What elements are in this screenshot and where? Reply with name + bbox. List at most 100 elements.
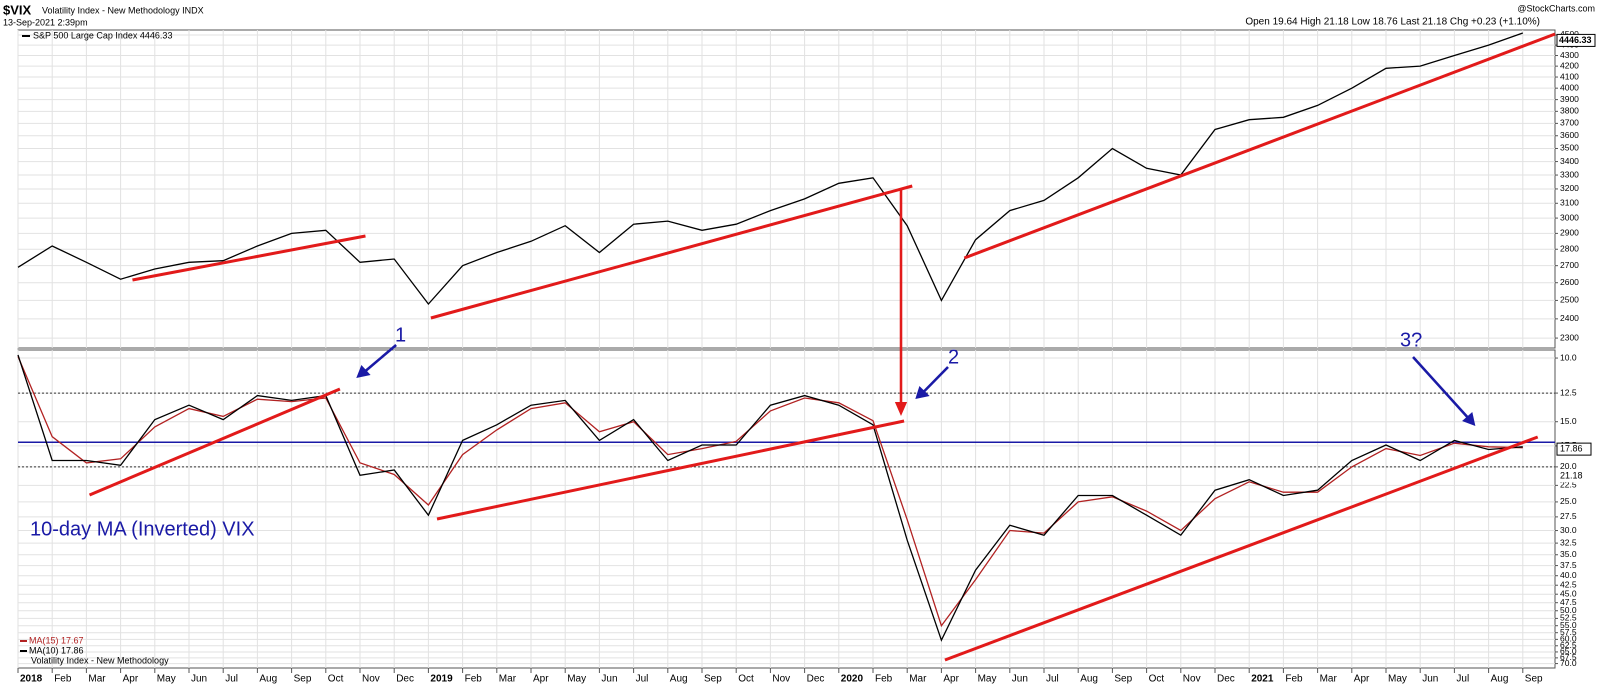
- y-tick-label: 47.5: [1560, 597, 1577, 607]
- x-tick-label: May: [567, 674, 586, 685]
- y-tick-label: 40.0: [1560, 570, 1577, 580]
- x-tick-label: Feb: [875, 674, 893, 685]
- arrow-head: [1462, 412, 1476, 426]
- y-tick-label: 25.0: [1560, 496, 1577, 506]
- trend-line: [944, 435, 1539, 662]
- y-tick-label: 3100: [1560, 198, 1579, 208]
- y-tick-label: 27.5: [1560, 511, 1577, 521]
- y-tick-label: 12.5: [1560, 387, 1577, 397]
- x-tick-label: Jun: [191, 674, 207, 685]
- source: @StockCharts.com: [1517, 3, 1595, 13]
- y-tick-label: 35.0: [1560, 549, 1577, 559]
- y-tick-label: 65.0: [1560, 646, 1577, 656]
- y-tick-label: 4300: [1560, 50, 1579, 60]
- x-tick-label: Nov: [1183, 674, 1201, 685]
- x-tick-label: Mar: [909, 674, 927, 685]
- trend-line: [132, 234, 366, 282]
- x-tick-label: Sep: [1525, 674, 1543, 685]
- annotation-label: 3?: [1400, 329, 1422, 351]
- y-tick-label: 3300: [1560, 169, 1579, 179]
- y-tick-label: 20.0: [1560, 461, 1577, 471]
- x-tick-label: Jul: [636, 674, 649, 685]
- y-tick-label: 55.0: [1560, 620, 1577, 630]
- y-tick-label: 67.5: [1560, 652, 1577, 662]
- x-tick-label: Jul: [1046, 674, 1059, 685]
- x-tick-label: Dec: [807, 674, 825, 685]
- y-tick-label: 52.5: [1560, 613, 1577, 623]
- last-value-box: [1556, 442, 1592, 456]
- annotation-label: 1: [395, 324, 406, 346]
- legend-label: S&P 500 Large Cap Index 4446.33: [33, 30, 172, 40]
- x-tick-label: Feb: [54, 674, 72, 685]
- x-tick-label: Sep: [1114, 674, 1132, 685]
- legend-label: MA(15) 17.67: [29, 635, 84, 645]
- y-tick-label: 2800: [1560, 243, 1579, 253]
- x-tick-label: Jun: [601, 674, 617, 685]
- y-tick-label: 2600: [1560, 277, 1579, 287]
- x-tick-label: Sep: [294, 674, 312, 685]
- x-tick-label: Jun: [1012, 674, 1028, 685]
- trend-line: [963, 32, 1556, 260]
- y-tick-label: 3900: [1560, 94, 1579, 104]
- x-tick-label: Apr: [123, 674, 139, 685]
- x-tick-label: Mar: [499, 674, 517, 685]
- series-line: [17, 354, 1523, 642]
- y-tick-label: 2300: [1560, 332, 1579, 342]
- x-tick-label: Aug: [670, 674, 688, 685]
- x-tick-label: May: [978, 674, 997, 685]
- x-tick-label: 2021: [1251, 674, 1274, 685]
- y-tick-label: 3700: [1560, 118, 1579, 128]
- y-tick-label: 3000: [1560, 212, 1579, 222]
- y-tick-label: 70.0: [1560, 658, 1577, 668]
- y-tick-label: 3600: [1560, 130, 1579, 140]
- date: 13-Sep-2021 2:39pm: [3, 17, 88, 27]
- y-tick-label: 57.5: [1560, 627, 1577, 637]
- y-tick-label: 32.5: [1560, 537, 1577, 547]
- x-tick-label: May: [157, 674, 176, 685]
- y-tick-label: 4100: [1560, 71, 1579, 81]
- last-value-box: [1556, 469, 1592, 483]
- y-tick-label: 2500: [1560, 295, 1579, 305]
- last-value-box: [1556, 33, 1596, 47]
- series-line: [17, 32, 1524, 306]
- x-tick-label: Nov: [362, 674, 380, 685]
- x-tick-label: Oct: [738, 674, 754, 685]
- y-tick-label: 4200: [1560, 60, 1579, 70]
- annotation-note: 10-day MA (Inverted) VIX: [30, 518, 255, 540]
- symbol: $VIX: [3, 2, 32, 17]
- x-tick-label: Aug: [1491, 674, 1509, 685]
- last-value-label: 17.86: [1560, 443, 1583, 453]
- x-tick-label: 2020: [841, 674, 864, 685]
- last-value-label: 21.18: [1560, 470, 1583, 480]
- x-tick-label: Apr: [533, 674, 549, 685]
- y-tick-label: 3200: [1560, 183, 1579, 193]
- arrow-head: [356, 365, 371, 378]
- x-tick-label: Mar: [1320, 674, 1338, 685]
- blue-arrow: [364, 344, 397, 372]
- x-tick-label: Apr: [1354, 674, 1370, 685]
- x-tick-label: Dec: [396, 674, 414, 685]
- x-tick-label: Nov: [772, 674, 790, 685]
- y-tick-label: 3500: [1560, 143, 1579, 153]
- y-tick-label: 22.5: [1560, 480, 1577, 490]
- x-tick-label: Feb: [1285, 674, 1303, 685]
- y-tick-label: 10.0: [1560, 352, 1577, 362]
- y-tick-label: 2700: [1560, 260, 1579, 270]
- trend-line: [430, 184, 913, 320]
- arrow-head: [915, 386, 930, 399]
- trend-line: [88, 387, 341, 497]
- blue-arrow: [1412, 356, 1470, 419]
- panel-frame: [17, 349, 1556, 669]
- plot-area: 2300 2400 2500 2600 2700 2800 2900 3000 3100 3200…: [17, 29, 1596, 685]
- x-tick-label: Jul: [1456, 674, 1469, 685]
- trend-line: [436, 419, 905, 521]
- description: Volatility Index - New Methodology INDX: [42, 5, 204, 15]
- x-tick-label: 2018: [20, 674, 43, 685]
- y-tick-label: 62.5: [1560, 640, 1577, 650]
- y-tick-label: 42.5: [1560, 579, 1577, 589]
- y-tick-label: 4000: [1560, 82, 1579, 92]
- annotation-label: 2: [948, 346, 959, 368]
- quote: Open 19.64 High 21.18 Low 18.76 Last 21.…: [1245, 17, 1540, 28]
- x-tick-label: Jun: [1422, 674, 1438, 685]
